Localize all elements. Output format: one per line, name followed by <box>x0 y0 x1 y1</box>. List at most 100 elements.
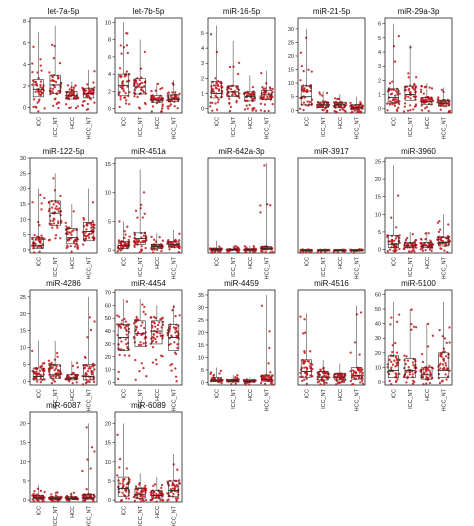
data-point <box>140 324 143 327</box>
data-point <box>404 97 407 100</box>
data-point <box>335 383 338 386</box>
data-point <box>64 378 67 381</box>
data-point <box>117 239 121 242</box>
y-tick-label: 15 <box>20 329 26 335</box>
data-point <box>310 251 313 254</box>
data-point <box>143 495 146 498</box>
category-label: ICC <box>36 117 42 127</box>
data-point <box>51 91 55 94</box>
data-point <box>403 102 407 105</box>
data-point <box>116 314 119 317</box>
data-point <box>413 82 416 86</box>
data-point <box>303 318 306 321</box>
data-point <box>310 98 314 101</box>
data-point <box>33 372 36 375</box>
y-tick-label: 20 <box>20 187 26 193</box>
data-point <box>406 109 410 112</box>
data-point <box>158 332 162 335</box>
data-point <box>429 371 432 374</box>
data-point <box>395 320 399 323</box>
data-point <box>152 321 156 324</box>
data-point <box>349 379 353 383</box>
iqr-box <box>66 374 78 381</box>
data-point <box>445 378 448 381</box>
data-point <box>150 110 153 113</box>
y-tick-label: 0 <box>378 380 381 386</box>
data-point <box>321 371 324 374</box>
data-point <box>139 500 143 503</box>
data-point <box>76 366 79 369</box>
category-label: ICC <box>36 257 42 267</box>
data-point <box>38 224 41 227</box>
panel-frame <box>297 17 366 114</box>
data-point <box>337 373 341 376</box>
data-point <box>414 326 418 329</box>
data-point <box>42 500 46 503</box>
iqr-box <box>83 494 95 500</box>
data-point <box>68 88 71 91</box>
data-point <box>55 92 59 96</box>
data-point <box>431 334 434 337</box>
data-point <box>123 478 126 481</box>
data-point <box>303 349 306 353</box>
data-point <box>47 359 51 362</box>
data-point <box>178 232 181 235</box>
data-point <box>43 237 46 241</box>
data-point <box>308 103 311 106</box>
data-point <box>85 378 88 381</box>
data-point <box>174 352 178 356</box>
data-point <box>445 242 448 245</box>
data-point <box>37 372 40 376</box>
data-point <box>305 377 308 380</box>
data-point <box>421 249 424 253</box>
data-point <box>125 490 128 493</box>
data-point <box>395 91 399 94</box>
y-tick-label: 0 <box>108 107 111 113</box>
data-point <box>409 46 412 49</box>
y-tick-label: 0 <box>378 247 381 253</box>
data-point <box>70 86 73 89</box>
data-point <box>358 353 361 356</box>
category-label: ICC <box>304 117 310 127</box>
data-point <box>394 94 397 97</box>
data-point <box>60 219 63 223</box>
data-point <box>409 97 412 100</box>
data-point <box>139 203 143 207</box>
data-point <box>448 326 451 329</box>
data-point <box>155 492 158 496</box>
data-point <box>419 248 422 251</box>
data-point <box>39 377 42 380</box>
data-point <box>88 236 91 239</box>
data-point <box>302 88 306 91</box>
data-point <box>353 341 357 344</box>
data-point <box>76 246 79 249</box>
data-point <box>135 491 139 494</box>
data-point <box>152 333 155 336</box>
iqr-box <box>66 91 78 100</box>
boxplot-panel: miR-4459 0 5 10 15 20 25 30 35 ICC ICC_NT HCC HCC_NT <box>198 279 276 411</box>
panel-frame <box>384 157 453 254</box>
data-point <box>246 107 250 110</box>
data-point <box>149 342 152 345</box>
category-label: ICC <box>391 257 397 267</box>
data-point <box>138 483 141 486</box>
data-point <box>161 86 164 90</box>
data-point <box>89 98 92 101</box>
category-label: ICC <box>121 506 127 516</box>
data-point <box>436 97 439 101</box>
data-point <box>169 342 172 346</box>
data-point <box>50 499 54 502</box>
data-point <box>397 106 400 110</box>
data-point <box>437 230 441 234</box>
data-point <box>420 85 423 88</box>
y-tick-label: 70 <box>105 291 111 297</box>
data-point <box>142 234 146 237</box>
y-tick-label: 15 <box>105 162 111 168</box>
data-point <box>217 88 221 91</box>
data-point <box>349 105 352 108</box>
data-point <box>340 380 343 384</box>
y-tick-label: 30 <box>105 342 111 348</box>
boxplot-panel: miR-29a-3p 0 1 2 3 4 5 6 ICC ICC_NT HCC HCC_NT <box>378 7 453 139</box>
data-point <box>439 353 442 357</box>
data-point <box>60 495 63 498</box>
